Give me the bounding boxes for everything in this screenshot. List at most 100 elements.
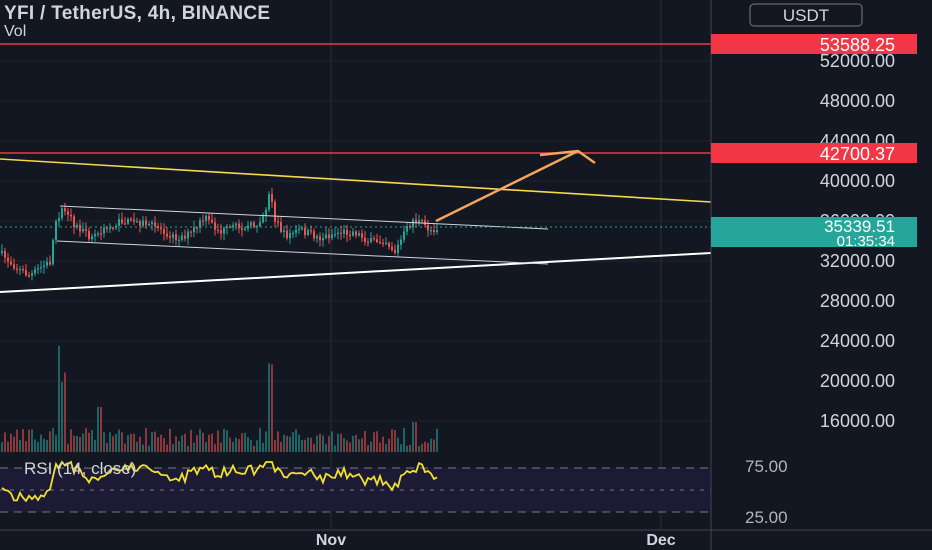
white-trendline[interactable] bbox=[0, 252, 712, 293]
candle-body bbox=[277, 221, 279, 223]
price-grid bbox=[0, 60, 711, 422]
candle-body bbox=[127, 218, 129, 224]
candle-body bbox=[34, 269, 36, 274]
candle-body bbox=[88, 230, 90, 240]
volume-bar bbox=[304, 439, 306, 452]
volume-bar bbox=[379, 442, 381, 452]
candle-body bbox=[331, 234, 333, 239]
volume-bar bbox=[295, 429, 297, 452]
currency-badge[interactable] bbox=[749, 3, 863, 27]
candle-body bbox=[247, 225, 249, 229]
rsi-upper-label: 75.00 bbox=[745, 457, 788, 476]
volume-bar bbox=[205, 441, 207, 452]
volume-bar bbox=[421, 443, 423, 452]
candle-body bbox=[157, 225, 159, 228]
volume-bar bbox=[118, 429, 120, 452]
candle-body bbox=[304, 228, 306, 235]
channel-upper-line[interactable] bbox=[59, 205, 549, 230]
candle-body bbox=[91, 236, 93, 240]
candle-body bbox=[424, 220, 426, 225]
candle-body bbox=[262, 215, 264, 223]
price-tick-label: 20000.00 bbox=[820, 371, 895, 391]
candlestick-series[interactable] bbox=[1, 187, 438, 281]
candle-body bbox=[265, 209, 267, 216]
volume-bar bbox=[124, 443, 126, 452]
candle-body bbox=[406, 226, 408, 232]
candle-body bbox=[241, 228, 243, 230]
volume-bar bbox=[88, 432, 90, 452]
volume-bar bbox=[262, 442, 264, 452]
candle-body bbox=[73, 216, 75, 228]
volume-bar bbox=[28, 429, 30, 452]
candle-body bbox=[112, 227, 114, 229]
candle-body bbox=[193, 227, 195, 233]
candle-body bbox=[166, 233, 168, 237]
candle-body bbox=[286, 230, 288, 239]
candle-body bbox=[346, 229, 348, 235]
candle-body bbox=[82, 228, 84, 232]
volume-bar bbox=[91, 430, 93, 452]
candle-body bbox=[220, 230, 222, 234]
candle-body bbox=[340, 232, 342, 234]
volume-indicator-label[interactable]: Vol bbox=[4, 23, 27, 40]
candle-body bbox=[190, 231, 192, 233]
volume-bar bbox=[58, 345, 60, 452]
volume-bar bbox=[13, 436, 15, 452]
candle-body bbox=[118, 219, 120, 226]
candle-body bbox=[283, 230, 285, 232]
yellow-trendline[interactable] bbox=[0, 158, 712, 203]
volume-bar bbox=[49, 431, 51, 452]
volume-bar bbox=[187, 445, 189, 452]
volume-bar bbox=[433, 439, 435, 452]
candle-body bbox=[382, 242, 384, 245]
volume-bar bbox=[148, 445, 150, 452]
candle-body bbox=[295, 229, 297, 233]
volume-bar bbox=[169, 428, 171, 452]
price-tick-label: 52000.00 bbox=[820, 51, 895, 71]
volume-bar bbox=[202, 432, 204, 452]
volume-bar bbox=[427, 442, 429, 452]
candle-body bbox=[43, 265, 45, 268]
candle-body bbox=[235, 223, 237, 226]
candle-body bbox=[307, 230, 309, 235]
candle-body bbox=[367, 241, 369, 244]
volume-bar bbox=[25, 441, 27, 452]
candle-body bbox=[13, 264, 15, 269]
volume-bar bbox=[106, 443, 108, 452]
volume-bar bbox=[352, 435, 354, 452]
candle-body bbox=[28, 275, 30, 277]
symbol-title[interactable]: YFI / TetherUS, 4h, BINANCE bbox=[4, 3, 271, 24]
volume-bar bbox=[196, 435, 198, 452]
volume-bar bbox=[181, 435, 183, 452]
candle-body bbox=[244, 228, 246, 230]
candle-body bbox=[64, 208, 66, 212]
candle-body bbox=[436, 230, 438, 233]
volume-bar bbox=[85, 428, 87, 452]
volume-bar bbox=[331, 431, 333, 452]
candle-body bbox=[223, 228, 225, 234]
volume-bar bbox=[325, 444, 327, 452]
volume-bar bbox=[103, 432, 105, 452]
level-label-42700: 42700.37 bbox=[820, 144, 895, 164]
time-label-dec: Dec bbox=[646, 532, 675, 549]
candle-body bbox=[109, 227, 111, 230]
volume-bar bbox=[337, 433, 339, 452]
projection-arrow[interactable] bbox=[435, 149, 596, 223]
candle-body bbox=[61, 208, 63, 219]
volume-bar bbox=[241, 433, 243, 452]
volume-bar bbox=[7, 441, 9, 452]
candle-body bbox=[310, 230, 312, 232]
volume-bar bbox=[43, 438, 45, 452]
channel-lower-line[interactable] bbox=[56, 240, 549, 265]
price-tick-label: 28000.00 bbox=[820, 291, 895, 311]
volume-bar bbox=[328, 436, 330, 452]
rsi-title: RSI (14, close) bbox=[24, 459, 136, 478]
candle-body bbox=[433, 230, 435, 233]
last-price-value: 35339.51 bbox=[824, 217, 895, 236]
candle-body bbox=[394, 249, 396, 253]
currency-label: USDT bbox=[783, 6, 829, 25]
volume-bar bbox=[286, 435, 288, 452]
volume-bar bbox=[394, 429, 396, 452]
candle-body bbox=[253, 222, 255, 228]
